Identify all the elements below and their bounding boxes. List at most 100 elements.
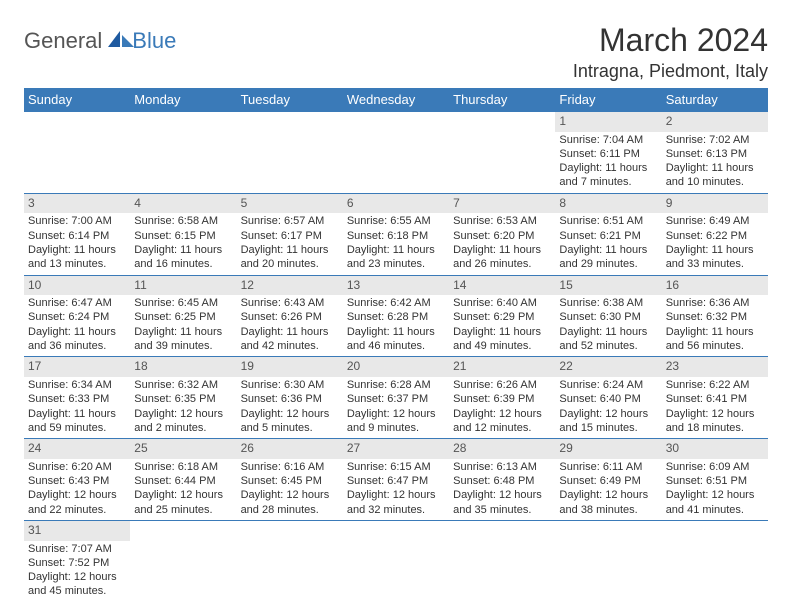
sunrise-text: Sunrise: 6:09 AM <box>666 460 764 474</box>
sunset-text: Sunset: 6:30 PM <box>559 310 657 324</box>
sunset-text: Sunset: 6:29 PM <box>453 310 551 324</box>
sunrise-text: Sunrise: 6:47 AM <box>28 296 126 310</box>
day-number-cell: 21 <box>449 357 555 377</box>
daylight-text: Daylight: 11 hours and 33 minutes. <box>666 243 764 272</box>
day-details-cell: Sunrise: 6:57 AMSunset: 6:17 PMDaylight:… <box>237 213 343 275</box>
day-number-cell: 11 <box>130 275 236 295</box>
calendar-table: Sunday Monday Tuesday Wednesday Thursday… <box>24 88 768 602</box>
day-header: Wednesday <box>343 88 449 112</box>
day-details-cell: Sunrise: 6:43 AMSunset: 6:26 PMDaylight:… <box>237 295 343 357</box>
sunset-text: Sunset: 6:18 PM <box>347 229 445 243</box>
day-details-cell: Sunrise: 6:16 AMSunset: 6:45 PMDaylight:… <box>237 459 343 521</box>
day-header: Saturday <box>662 88 768 112</box>
daynum-row: 10111213141516 <box>24 275 768 295</box>
daylight-text: Daylight: 12 hours and 15 minutes. <box>559 407 657 436</box>
sunset-text: Sunset: 6:20 PM <box>453 229 551 243</box>
day-number-cell: 29 <box>555 439 661 459</box>
sunrise-text: Sunrise: 6:58 AM <box>134 214 232 228</box>
daylight-text: Daylight: 12 hours and 5 minutes. <box>241 407 339 436</box>
header: General Blue March 2024 Intragna, Piedmo… <box>24 22 768 82</box>
sunrise-text: Sunrise: 6:18 AM <box>134 460 232 474</box>
sunrise-text: Sunrise: 7:04 AM <box>559 133 657 147</box>
daynum-row: 24252627282930 <box>24 439 768 459</box>
day-details-cell <box>555 541 661 602</box>
sunset-text: Sunset: 6:37 PM <box>347 392 445 406</box>
sunset-text: Sunset: 6:32 PM <box>666 310 764 324</box>
sunset-text: Sunset: 6:17 PM <box>241 229 339 243</box>
daylight-text: Daylight: 11 hours and 7 minutes. <box>559 161 657 190</box>
day-details-cell <box>24 132 130 194</box>
daylight-text: Daylight: 11 hours and 10 minutes. <box>666 161 764 190</box>
day-number-cell <box>130 112 236 132</box>
details-row: Sunrise: 6:20 AMSunset: 6:43 PMDaylight:… <box>24 459 768 521</box>
daylight-text: Daylight: 11 hours and 46 minutes. <box>347 325 445 354</box>
day-details-cell <box>237 132 343 194</box>
day-number-cell: 31 <box>24 520 130 540</box>
day-number-cell: 4 <box>130 193 236 213</box>
day-number-cell <box>449 520 555 540</box>
sunrise-text: Sunrise: 6:30 AM <box>241 378 339 392</box>
sunset-text: Sunset: 7:52 PM <box>28 556 126 570</box>
day-details-cell: Sunrise: 6:45 AMSunset: 6:25 PMDaylight:… <box>130 295 236 357</box>
day-details-cell: Sunrise: 6:28 AMSunset: 6:37 PMDaylight:… <box>343 377 449 439</box>
day-number-cell: 2 <box>662 112 768 132</box>
day-number-cell: 26 <box>237 439 343 459</box>
day-details-cell: Sunrise: 6:15 AMSunset: 6:47 PMDaylight:… <box>343 459 449 521</box>
day-details-cell: Sunrise: 7:00 AMSunset: 6:14 PMDaylight:… <box>24 213 130 275</box>
daylight-text: Daylight: 11 hours and 23 minutes. <box>347 243 445 272</box>
sunset-text: Sunset: 6:40 PM <box>559 392 657 406</box>
day-header: Friday <box>555 88 661 112</box>
day-details-cell: Sunrise: 6:30 AMSunset: 6:36 PMDaylight:… <box>237 377 343 439</box>
day-number-cell: 9 <box>662 193 768 213</box>
sunset-text: Sunset: 6:39 PM <box>453 392 551 406</box>
day-details-cell: Sunrise: 6:51 AMSunset: 6:21 PMDaylight:… <box>555 213 661 275</box>
daylight-text: Daylight: 12 hours and 32 minutes. <box>347 488 445 517</box>
sunset-text: Sunset: 6:43 PM <box>28 474 126 488</box>
day-details-cell <box>130 132 236 194</box>
day-number-cell: 27 <box>343 439 449 459</box>
logo: General Blue <box>24 28 176 54</box>
day-number-cell <box>555 520 661 540</box>
day-number-cell <box>449 112 555 132</box>
sunrise-text: Sunrise: 6:20 AM <box>28 460 126 474</box>
sunset-text: Sunset: 6:36 PM <box>241 392 339 406</box>
day-number-cell <box>130 520 236 540</box>
sunset-text: Sunset: 6:35 PM <box>134 392 232 406</box>
day-header-row: Sunday Monday Tuesday Wednesday Thursday… <box>24 88 768 112</box>
daylight-text: Daylight: 11 hours and 13 minutes. <box>28 243 126 272</box>
daylight-text: Daylight: 12 hours and 2 minutes. <box>134 407 232 436</box>
sunrise-text: Sunrise: 6:13 AM <box>453 460 551 474</box>
day-number-cell: 10 <box>24 275 130 295</box>
day-details-cell <box>343 132 449 194</box>
sunset-text: Sunset: 6:13 PM <box>666 147 764 161</box>
sunrise-text: Sunrise: 6:43 AM <box>241 296 339 310</box>
daylight-text: Daylight: 12 hours and 38 minutes. <box>559 488 657 517</box>
daylight-text: Daylight: 11 hours and 49 minutes. <box>453 325 551 354</box>
day-header: Monday <box>130 88 236 112</box>
sunset-text: Sunset: 6:14 PM <box>28 229 126 243</box>
daylight-text: Daylight: 12 hours and 35 minutes. <box>453 488 551 517</box>
day-details-cell: Sunrise: 6:11 AMSunset: 6:49 PMDaylight:… <box>555 459 661 521</box>
sunrise-text: Sunrise: 6:55 AM <box>347 214 445 228</box>
day-details-cell: Sunrise: 6:18 AMSunset: 6:44 PMDaylight:… <box>130 459 236 521</box>
sunrise-text: Sunrise: 6:45 AM <box>134 296 232 310</box>
day-number-cell: 19 <box>237 357 343 377</box>
day-details-cell <box>449 132 555 194</box>
daylight-text: Daylight: 11 hours and 39 minutes. <box>134 325 232 354</box>
day-details-cell <box>237 541 343 602</box>
daylight-text: Daylight: 12 hours and 12 minutes. <box>453 407 551 436</box>
day-number-cell <box>343 520 449 540</box>
day-number-cell: 8 <box>555 193 661 213</box>
sunrise-text: Sunrise: 6:40 AM <box>453 296 551 310</box>
sunrise-text: Sunrise: 6:53 AM <box>453 214 551 228</box>
daylight-text: Daylight: 12 hours and 22 minutes. <box>28 488 126 517</box>
sunrise-text: Sunrise: 6:22 AM <box>666 378 764 392</box>
details-row: Sunrise: 6:47 AMSunset: 6:24 PMDaylight:… <box>24 295 768 357</box>
daylight-text: Daylight: 11 hours and 52 minutes. <box>559 325 657 354</box>
day-details-cell: Sunrise: 6:53 AMSunset: 6:20 PMDaylight:… <box>449 213 555 275</box>
daylight-text: Daylight: 12 hours and 25 minutes. <box>134 488 232 517</box>
day-details-cell: Sunrise: 6:34 AMSunset: 6:33 PMDaylight:… <box>24 377 130 439</box>
sunrise-text: Sunrise: 6:26 AM <box>453 378 551 392</box>
day-number-cell: 25 <box>130 439 236 459</box>
day-number-cell: 5 <box>237 193 343 213</box>
